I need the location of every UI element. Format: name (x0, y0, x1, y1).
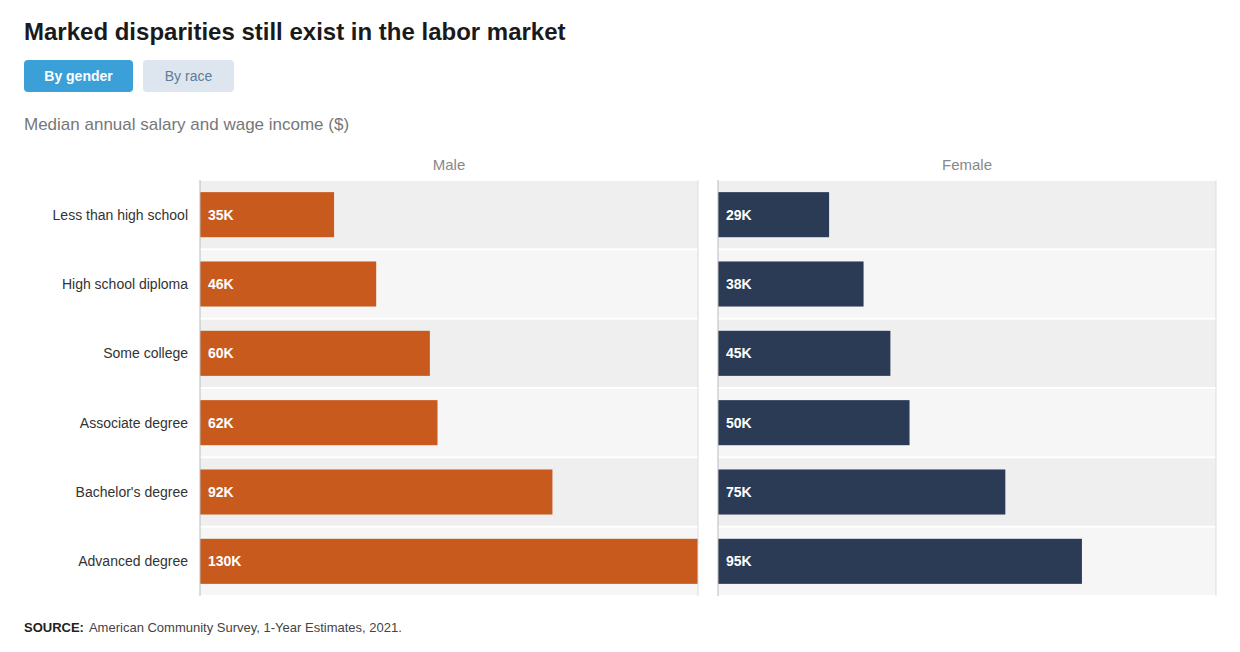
subtitle: Median annual salary and wage income ($) (24, 115, 349, 134)
bars (200, 192, 698, 584)
data-label: 62K (208, 415, 234, 431)
row-background (718, 320, 1216, 387)
bar (200, 400, 438, 445)
button-label: By race (165, 68, 213, 84)
button: By race (143, 60, 234, 92)
source-text: American Community Survey, 1-Year Estima… (89, 620, 402, 635)
button-label: By gender (44, 68, 113, 84)
row-backgrounds (718, 181, 1216, 595)
bar (200, 331, 430, 376)
row-backgrounds (200, 181, 698, 595)
category-label: Bachelor's degree (76, 484, 189, 500)
bar (200, 539, 698, 584)
bars (718, 192, 1082, 584)
range-end-line (1216, 180, 1217, 596)
bar (718, 331, 890, 376)
data-label: 29K (726, 207, 752, 223)
category-label: Advanced degree (78, 553, 188, 569)
data-label: 46K (208, 276, 234, 292)
bar (718, 192, 829, 237)
row-background (200, 320, 698, 387)
source-label: SOURCE: (24, 620, 84, 635)
button-background (24, 60, 133, 92)
bar (718, 261, 864, 306)
category-label: Less than high school (53, 207, 188, 223)
axis-line (718, 180, 719, 596)
data-label: 130K (208, 553, 241, 569)
bar (718, 539, 1082, 584)
source: SOURCE: American Community Survey, 1-Year… (24, 620, 402, 635)
data-label: 92K (208, 484, 234, 500)
row-background (718, 458, 1216, 525)
row-background (718, 389, 1216, 456)
y-axis-labels: Less than high school High school diploma… (53, 207, 189, 570)
row-background (718, 250, 1216, 317)
bar (200, 192, 334, 237)
row-background (718, 181, 1216, 248)
range-end-line (698, 180, 699, 596)
data-label: 35K (208, 207, 234, 223)
data-label: 75K (726, 484, 752, 500)
bar (200, 469, 552, 514)
row-background (200, 389, 698, 456)
button: By gender (24, 60, 133, 92)
bar (200, 261, 376, 306)
data-label: 45K (726, 345, 752, 361)
data-label: 50K (726, 415, 752, 431)
row-background (200, 250, 698, 317)
panel-header: Male (433, 156, 466, 173)
data-label: 95K (726, 553, 752, 569)
panel-header: Female (942, 156, 992, 173)
chart: Marked disparities still exist in the la… (0, 0, 1240, 652)
bar (718, 400, 910, 445)
background (0, 0, 1240, 652)
title: Marked disparities still exist in the la… (24, 18, 566, 45)
row-background (200, 181, 698, 248)
category-label: Associate degree (80, 415, 188, 431)
data-labels: 35K 46K 60K 62K 92K 130K (208, 207, 241, 570)
category-label: High school diploma (62, 276, 188, 292)
row-background (718, 528, 1216, 595)
category-label: Some college (103, 345, 188, 361)
button-background (143, 60, 234, 92)
bar (718, 469, 1005, 514)
data-label: 38K (726, 276, 752, 292)
data-label: 60K (208, 345, 234, 361)
data-labels: 29K 38K 45K 50K 75K 95K (726, 207, 752, 570)
row-background (200, 458, 698, 525)
row-background (200, 528, 698, 595)
axis-line (200, 180, 201, 596)
